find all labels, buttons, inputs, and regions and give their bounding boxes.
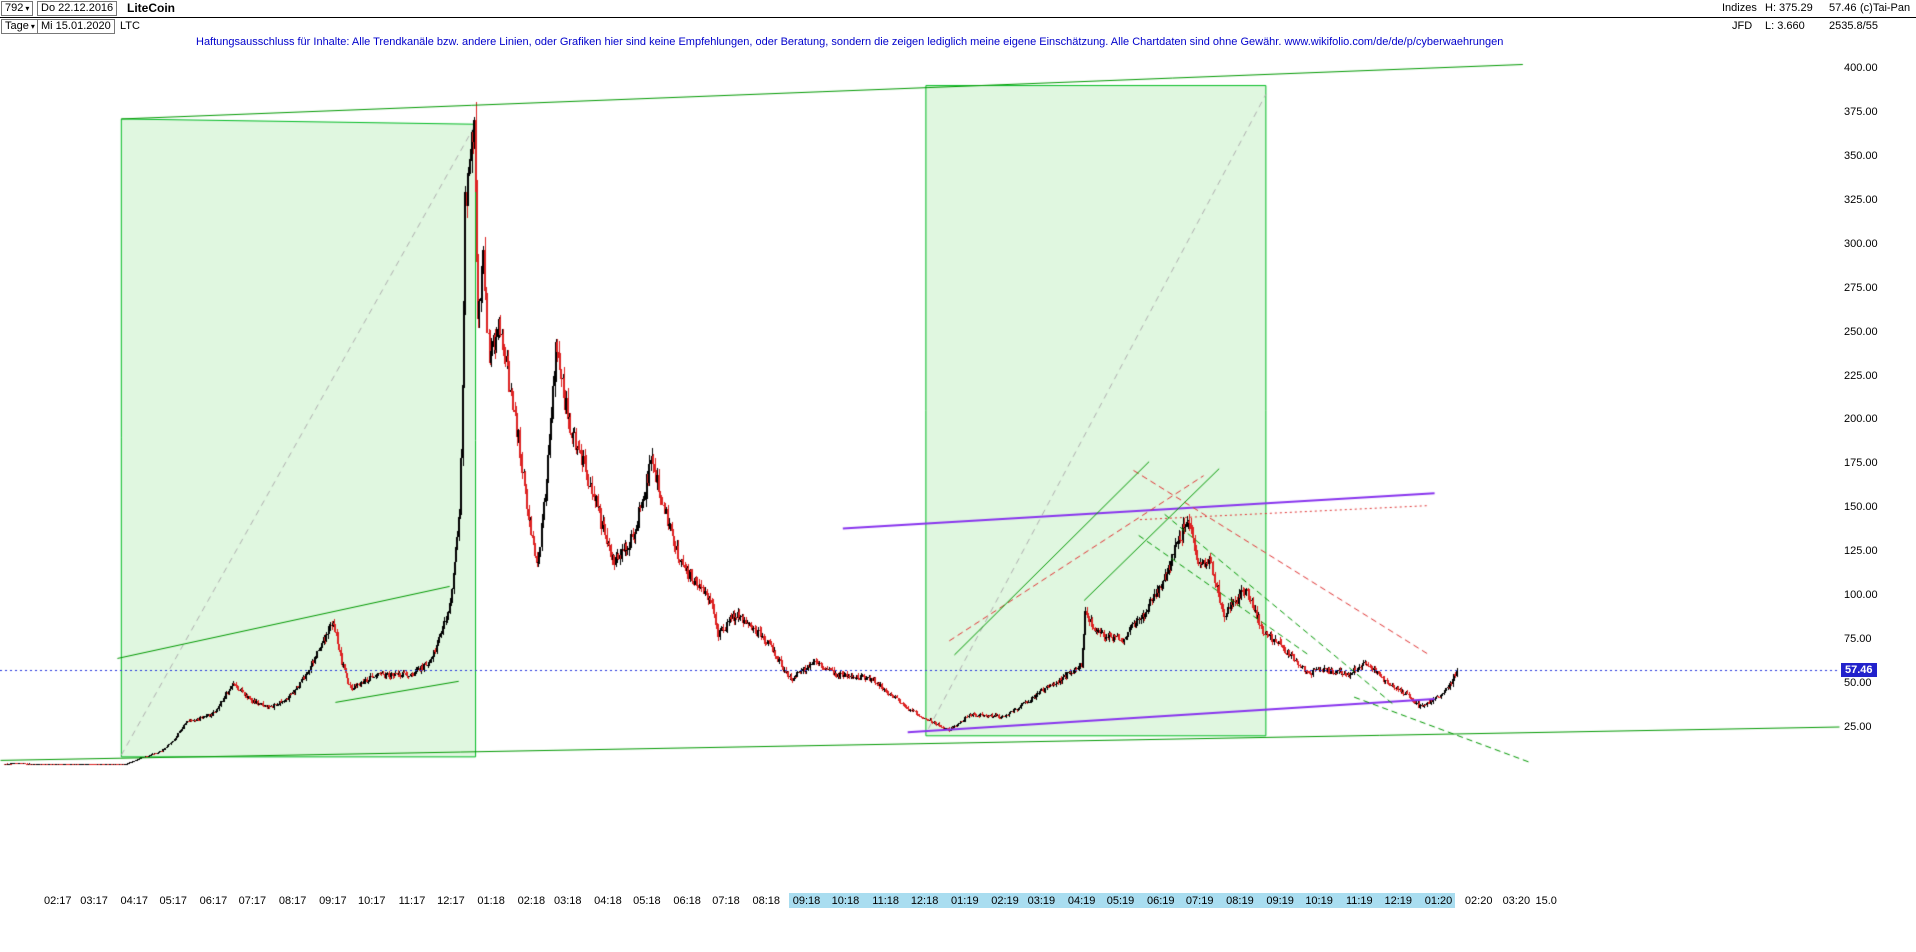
time-axis-label: 02:18 [517,895,546,907]
chart-number-dropdown[interactable]: 792 ▾ [1,1,34,16]
time-axis-label: 07:18 [712,895,740,907]
time-axis-label: 06:17 [199,895,228,907]
price-axis-label: 100.00 [1844,589,1878,602]
period-high-value: H: 375.29 [1765,2,1813,14]
chart-number-value: 792 [5,2,24,14]
time-axis-label: 05:17 [159,895,187,907]
time-axis-label: 05:19 [1106,895,1135,907]
period-value: Tage [5,20,29,32]
time-axis-label: 12:19 [1384,895,1412,907]
time-axis-label: 04:19 [1067,895,1096,907]
chevron-down-icon: ▾ [30,22,35,31]
time-axis-label: 09:19 [1266,895,1294,907]
time-axis-label: 04:17 [120,895,149,907]
instrument-title: LiteCoin [127,1,175,15]
price-axis-label: 225.00 [1844,369,1878,382]
start-date-field[interactable]: Do 22.12.2016 [37,1,118,16]
time-axis-label: 01:19 [951,895,979,907]
time-axis-label: 06:18 [673,895,701,907]
time-axis-label: 11:19 [1345,895,1373,907]
price-axis-label: 350.00 [1844,149,1878,162]
price-axis-label: 125.00 [1844,545,1878,558]
price-axis-label: 400.00 [1844,62,1878,74]
time-axis-label: 11:18 [872,895,899,907]
header-divider [0,17,1916,18]
time-axis-label: 10:17 [358,895,386,907]
time-axis-label: 11:17 [398,895,426,907]
time-axis-label: 09:17 [319,895,347,907]
time-axis-label: 10:19 [1305,895,1333,907]
time-axis-label: 03:19 [1027,895,1056,907]
price-axis-label: 175.00 [1844,457,1878,470]
time-axis-label: 03:20 [1502,895,1531,907]
time-axis-label: 03:18 [553,895,582,907]
chevron-down-icon: ▾ [25,4,30,13]
time-axis-label: 12:17 [437,895,465,907]
time-axis-label: 07:17 [238,895,267,907]
time-axis-label: 05:18 [633,895,661,907]
end-date-field[interactable]: Mi 15.01.2020 [37,19,115,34]
time-axis-label: 08:18 [752,895,781,907]
time-axis-label: 08:19 [1226,895,1254,907]
time-axis-label: 06:19 [1146,895,1175,907]
price-axis-label: 200.00 [1844,413,1878,426]
price-axis-label: 275.00 [1844,281,1878,294]
period-dropdown[interactable]: Tage ▾ [1,19,39,34]
current-price-tag: 57.46 [1841,663,1877,677]
symbol-label: LTC [120,20,140,32]
time-axis-label: 08:17 [278,895,307,907]
broker-label: JFD [1732,20,1753,32]
time-axis-label: 01:18 [477,895,505,907]
time-axis-label: 02:17 [43,895,72,907]
indizes-label: Indizes [1722,2,1757,14]
time-axis-highlight-band [789,893,1456,908]
time-axis-label: 03:17 [80,895,108,907]
price-axis-label: 25.00 [1844,721,1872,733]
last-price-value: 57.46 [1829,2,1857,14]
price-axis-label: 325.00 [1844,193,1878,206]
price-axis-label: 250.00 [1844,325,1878,338]
time-axis-label: 09:18 [792,895,821,907]
time-axis-label: 07:19 [1185,895,1214,907]
time-axis-label: 02:20 [1464,895,1493,907]
time-axis-label: 04:18 [594,895,622,907]
time-axis-label: 12:18 [910,895,939,907]
period-low-value: L: 3.660 [1765,20,1805,32]
time-axis-label: 10:18 [831,895,860,907]
volume-value: 2535.8/55 [1829,20,1878,32]
price-axis-label: 375.00 [1844,105,1878,118]
price-axis-label: 75.00 [1844,633,1872,646]
disclaimer-text: Haftungsausschluss für Inhalte: Alle Tre… [196,36,1504,48]
price-axis-label: 150.00 [1844,501,1878,514]
copyright-label: (c)Tai-Pan [1860,2,1911,14]
time-axis-label: 01:20 [1424,895,1453,907]
time-axis-label: 02:19 [991,895,1019,907]
price-axis-label: 300.00 [1844,237,1878,250]
price-axis-label: 50.00 [1844,677,1872,690]
time-axis-label: 15.0 [1535,895,1557,907]
